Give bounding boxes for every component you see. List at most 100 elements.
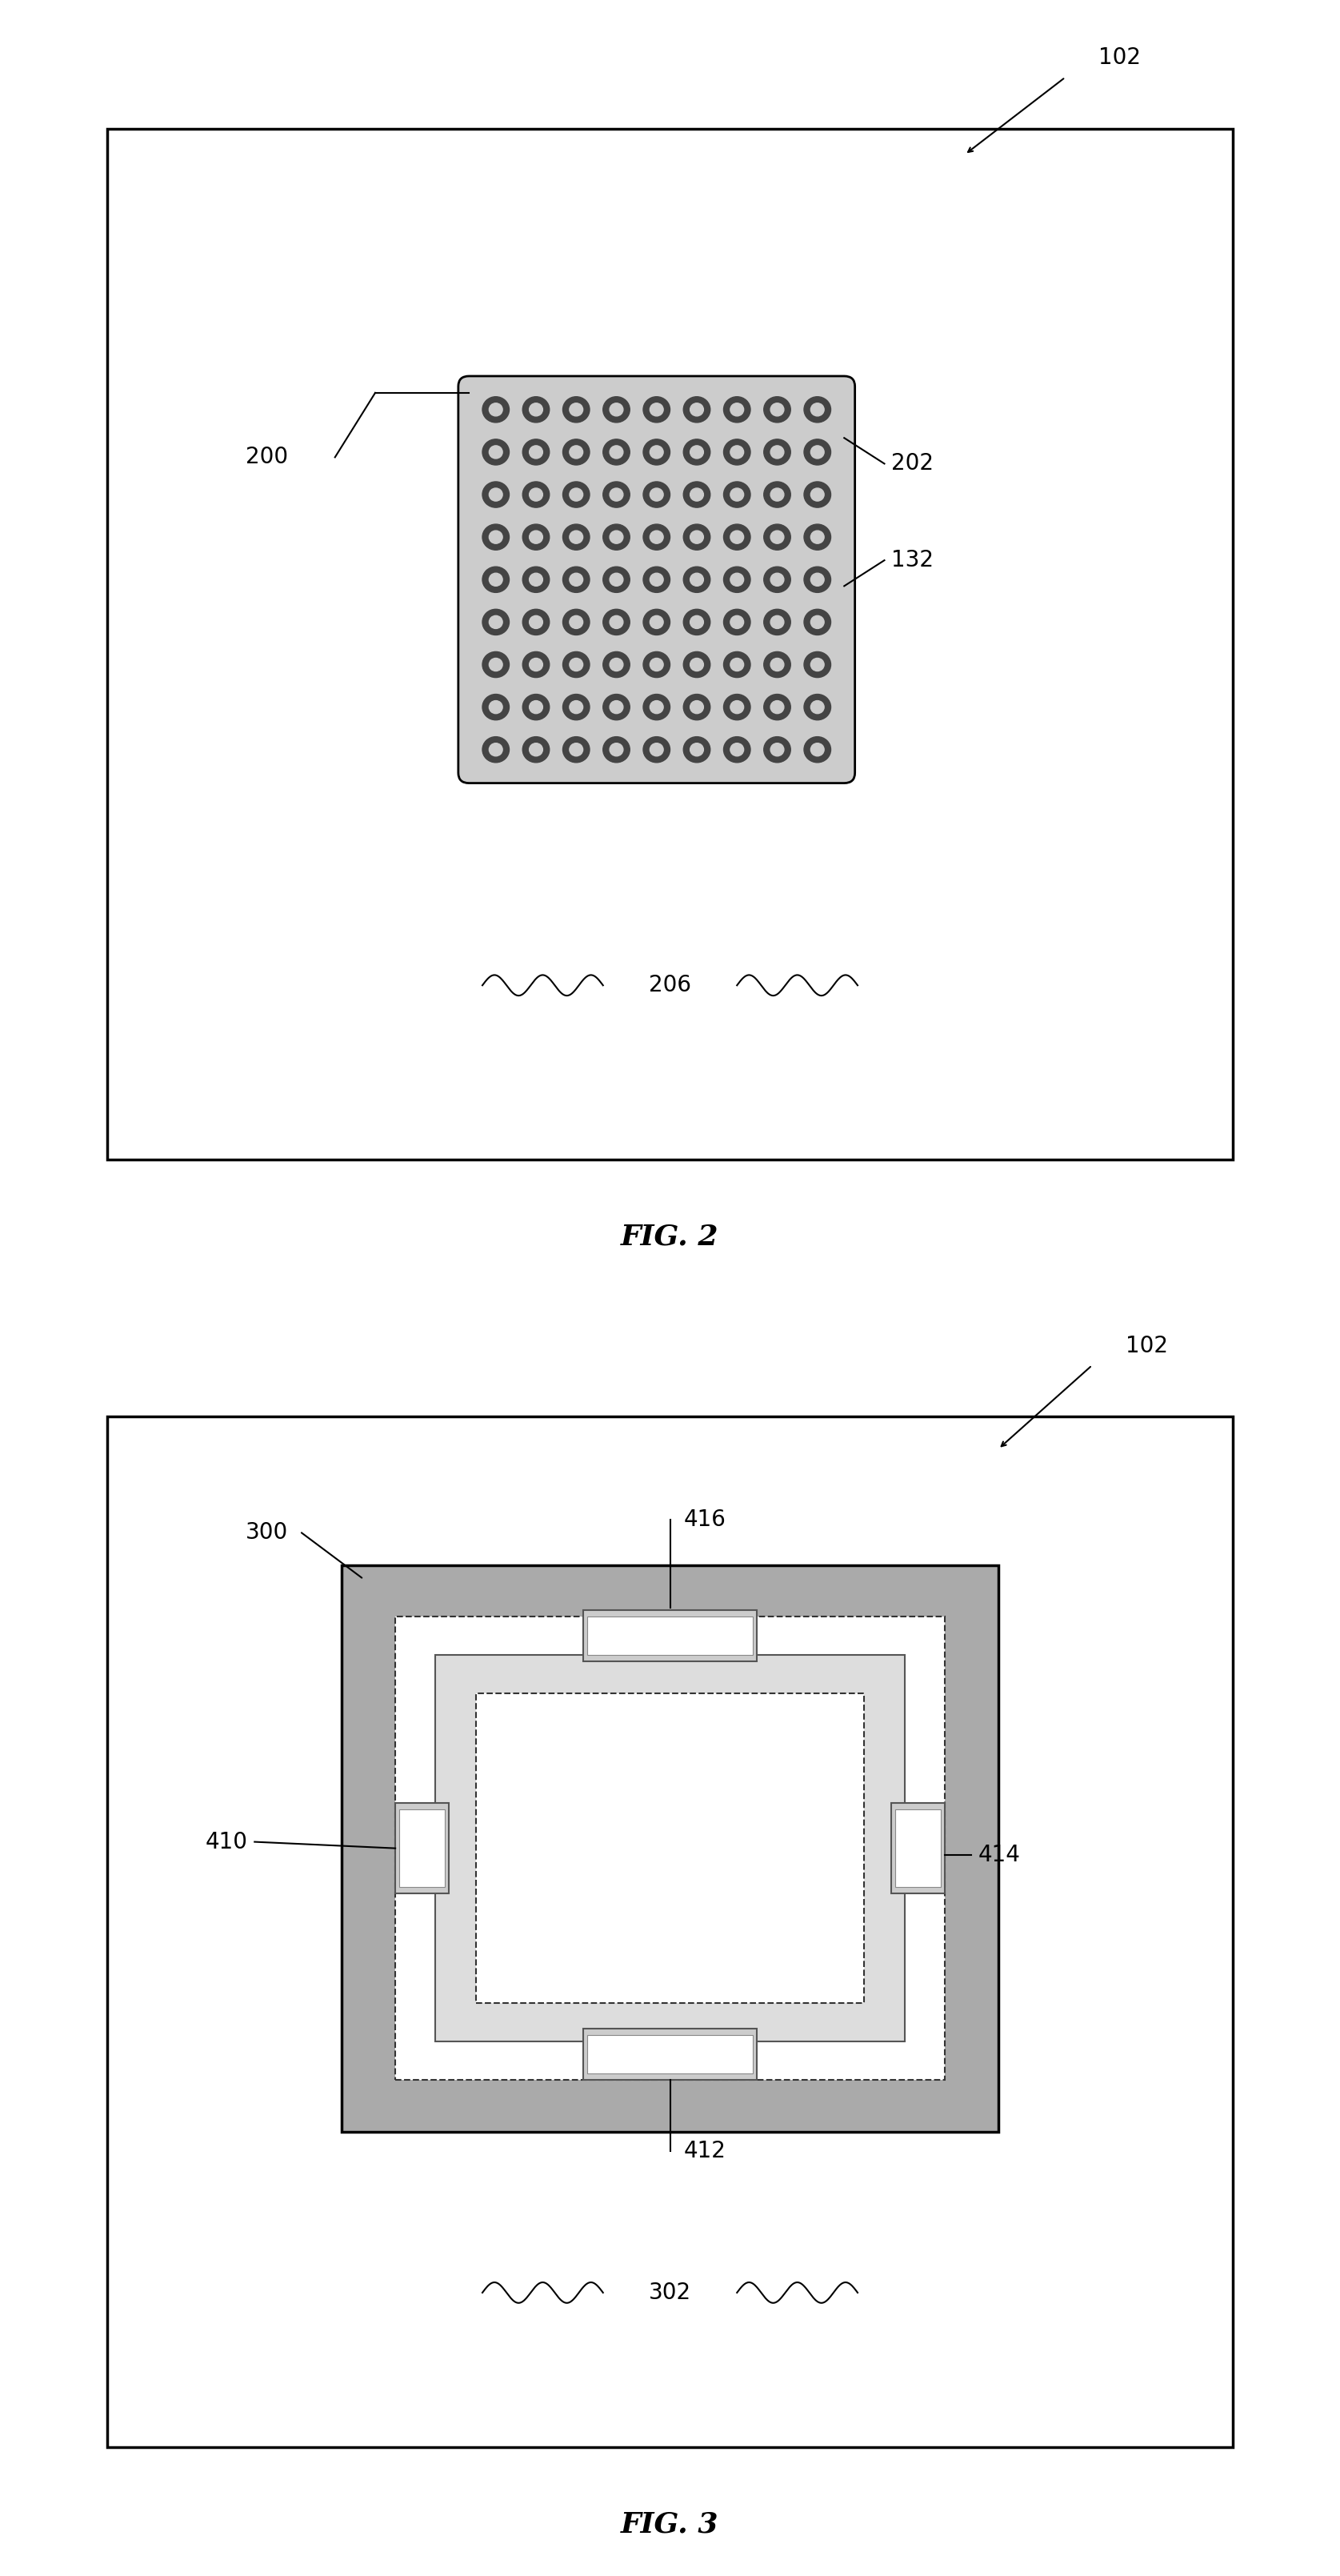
Circle shape bbox=[650, 531, 663, 544]
Circle shape bbox=[482, 526, 509, 551]
Circle shape bbox=[724, 482, 750, 507]
Circle shape bbox=[489, 701, 502, 714]
Circle shape bbox=[643, 737, 670, 762]
Circle shape bbox=[730, 657, 744, 672]
Circle shape bbox=[489, 616, 502, 629]
Circle shape bbox=[523, 440, 549, 466]
Circle shape bbox=[811, 616, 824, 629]
Circle shape bbox=[610, 574, 623, 587]
Circle shape bbox=[724, 397, 750, 422]
Text: 300: 300 bbox=[245, 1522, 288, 1543]
Circle shape bbox=[764, 397, 791, 422]
Circle shape bbox=[724, 652, 750, 677]
Circle shape bbox=[563, 652, 590, 677]
Circle shape bbox=[603, 737, 630, 762]
Circle shape bbox=[650, 657, 663, 672]
Circle shape bbox=[570, 402, 583, 417]
Circle shape bbox=[603, 567, 630, 592]
Bar bbox=[476, 1695, 864, 2004]
Bar bbox=[395, 1803, 449, 1893]
Circle shape bbox=[610, 742, 623, 757]
Text: 102: 102 bbox=[1126, 1334, 1168, 1358]
Circle shape bbox=[603, 696, 630, 719]
Circle shape bbox=[724, 696, 750, 719]
Circle shape bbox=[730, 701, 744, 714]
Bar bbox=[342, 1566, 998, 2133]
Circle shape bbox=[523, 696, 549, 719]
Circle shape bbox=[690, 574, 704, 587]
Circle shape bbox=[643, 526, 670, 551]
Circle shape bbox=[563, 440, 590, 466]
Circle shape bbox=[529, 531, 543, 544]
Circle shape bbox=[610, 531, 623, 544]
Circle shape bbox=[811, 531, 824, 544]
Circle shape bbox=[603, 482, 630, 507]
FancyBboxPatch shape bbox=[458, 376, 855, 783]
Circle shape bbox=[770, 487, 784, 500]
Circle shape bbox=[690, 487, 704, 500]
Circle shape bbox=[724, 440, 750, 466]
Bar bbox=[587, 1618, 753, 1656]
Circle shape bbox=[489, 574, 502, 587]
Circle shape bbox=[523, 526, 549, 551]
Circle shape bbox=[570, 616, 583, 629]
Bar bbox=[891, 1803, 945, 1893]
Bar bbox=[107, 1417, 1233, 2447]
Circle shape bbox=[690, 531, 704, 544]
Bar bbox=[583, 2030, 757, 2081]
Circle shape bbox=[570, 701, 583, 714]
Circle shape bbox=[730, 531, 744, 544]
Circle shape bbox=[683, 696, 710, 719]
Circle shape bbox=[811, 701, 824, 714]
Text: 414: 414 bbox=[978, 1844, 1021, 1865]
Circle shape bbox=[529, 446, 543, 459]
Circle shape bbox=[770, 531, 784, 544]
Circle shape bbox=[643, 567, 670, 592]
Circle shape bbox=[770, 657, 784, 672]
Circle shape bbox=[690, 616, 704, 629]
Circle shape bbox=[489, 657, 502, 672]
Circle shape bbox=[650, 487, 663, 500]
Circle shape bbox=[570, 657, 583, 672]
Circle shape bbox=[482, 567, 509, 592]
Circle shape bbox=[482, 652, 509, 677]
Circle shape bbox=[610, 487, 623, 500]
Text: 202: 202 bbox=[891, 453, 934, 474]
Circle shape bbox=[690, 446, 704, 459]
Circle shape bbox=[764, 440, 791, 466]
Circle shape bbox=[570, 574, 583, 587]
Circle shape bbox=[730, 487, 744, 500]
Circle shape bbox=[610, 446, 623, 459]
Circle shape bbox=[489, 446, 502, 459]
Circle shape bbox=[482, 482, 509, 507]
Circle shape bbox=[482, 440, 509, 466]
Circle shape bbox=[764, 526, 791, 551]
Circle shape bbox=[650, 402, 663, 417]
Bar bbox=[436, 1656, 904, 2040]
Circle shape bbox=[804, 440, 831, 466]
Circle shape bbox=[610, 402, 623, 417]
Circle shape bbox=[770, 742, 784, 757]
Circle shape bbox=[489, 531, 502, 544]
Circle shape bbox=[811, 574, 824, 587]
Circle shape bbox=[570, 742, 583, 757]
Text: 410: 410 bbox=[205, 1832, 248, 1852]
Circle shape bbox=[523, 482, 549, 507]
Circle shape bbox=[683, 397, 710, 422]
Circle shape bbox=[730, 402, 744, 417]
Circle shape bbox=[610, 616, 623, 629]
Circle shape bbox=[764, 737, 791, 762]
Bar bbox=[583, 1610, 757, 1662]
Circle shape bbox=[730, 446, 744, 459]
Circle shape bbox=[804, 482, 831, 507]
Circle shape bbox=[529, 657, 543, 672]
Circle shape bbox=[683, 526, 710, 551]
Bar bbox=[587, 2035, 753, 2074]
Circle shape bbox=[650, 616, 663, 629]
Circle shape bbox=[603, 611, 630, 636]
Bar bbox=[399, 1808, 445, 1886]
Circle shape bbox=[570, 487, 583, 500]
Circle shape bbox=[482, 611, 509, 636]
Circle shape bbox=[764, 567, 791, 592]
Text: 132: 132 bbox=[891, 549, 934, 572]
